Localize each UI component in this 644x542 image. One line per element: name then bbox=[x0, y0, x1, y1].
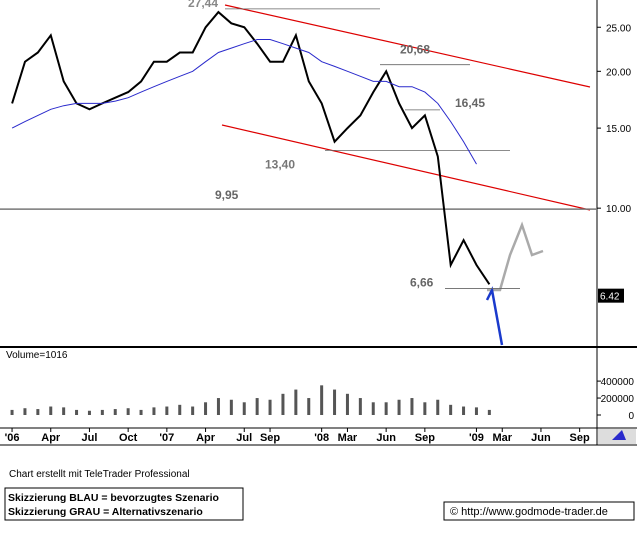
volume-bar bbox=[178, 404, 182, 415]
volume-bar bbox=[204, 402, 208, 415]
volume-bar bbox=[345, 393, 349, 415]
x-tick-label: '06 bbox=[5, 432, 20, 444]
series-line bbox=[11, 10, 491, 285]
volume-bar bbox=[294, 389, 298, 415]
volume-bar bbox=[23, 408, 27, 415]
volume-bar bbox=[165, 406, 169, 415]
trend-line bbox=[221, 124, 591, 211]
volume-bar bbox=[100, 409, 104, 415]
x-tick-label: Mar bbox=[338, 432, 358, 444]
volume-bar bbox=[87, 410, 91, 415]
level-label: 13,40 bbox=[265, 157, 295, 171]
volume-bar bbox=[152, 407, 156, 415]
x-tick-label: Mar bbox=[492, 432, 512, 444]
volume-bar bbox=[307, 398, 311, 415]
volume-bar bbox=[358, 398, 362, 415]
volume-bar bbox=[191, 406, 195, 415]
x-tick-label: Sep bbox=[570, 432, 590, 444]
last-price-label: 6.42 bbox=[600, 292, 620, 303]
volume-bar bbox=[49, 406, 53, 415]
y-tick-label: 20.00 bbox=[606, 67, 631, 78]
x-tick-label: Jul bbox=[236, 432, 252, 444]
volume-bar bbox=[487, 409, 491, 415]
alt-scenario bbox=[487, 221, 544, 292]
level-label: 9,95 bbox=[215, 188, 239, 202]
x-tick-label: Apr bbox=[196, 432, 216, 444]
source: © http://www.godmode-trader.de bbox=[450, 506, 608, 518]
volume-bar bbox=[229, 399, 233, 415]
source-box bbox=[443, 501, 635, 521]
level-label: 27,44 bbox=[188, 0, 218, 10]
volume-bar bbox=[449, 404, 453, 415]
legend-box bbox=[4, 487, 244, 521]
x-tick-label: Sep bbox=[260, 432, 280, 444]
level-label: 6,66 bbox=[410, 275, 434, 289]
volume-bar bbox=[36, 409, 40, 415]
x-tick-label: '07 bbox=[159, 432, 174, 444]
x-tick-label: Sep bbox=[415, 432, 435, 444]
level-label: 16,45 bbox=[455, 96, 485, 110]
volume-bar bbox=[255, 398, 259, 415]
volume-bar bbox=[62, 407, 66, 415]
series-line bbox=[11, 39, 477, 165]
legend-blue: Skizzierung BLAU = bevorzugtes Szenario bbox=[8, 492, 219, 504]
volume-bar bbox=[423, 402, 427, 415]
volume-bar bbox=[397, 399, 401, 415]
data-layer: 25.00 20.00 15.00 10.00 27,44 20,68 16,45 13,40… bbox=[0, 0, 634, 444]
volume-bar bbox=[113, 409, 117, 415]
volume-bar bbox=[216, 398, 220, 415]
volume-tick-label: 200000 bbox=[601, 394, 635, 405]
volume-bar bbox=[474, 407, 478, 415]
credit: Chart erstellt mit TeleTrader Profession… bbox=[9, 469, 190, 480]
last-price-box bbox=[598, 288, 624, 303]
volume-bar bbox=[242, 402, 246, 415]
volume-tick-label: 0 bbox=[628, 411, 634, 422]
volume-bar bbox=[410, 398, 414, 415]
x-tick-label: Jun bbox=[531, 432, 551, 444]
corner-icon bbox=[612, 430, 626, 440]
y-tick-label: 25.00 bbox=[606, 23, 631, 34]
volume-bar bbox=[462, 406, 466, 415]
x-tick-label: Apr bbox=[41, 432, 61, 444]
volume-bar bbox=[281, 393, 285, 415]
volume-bar bbox=[268, 399, 272, 415]
x-tick-label: '09 bbox=[469, 432, 484, 444]
volume-bar bbox=[75, 409, 79, 415]
x-tick-label: Jul bbox=[81, 432, 97, 444]
volume-label: Volume=1016 bbox=[6, 350, 68, 361]
preferred-scenario bbox=[485, 286, 504, 346]
volume-bar bbox=[333, 389, 337, 415]
y-tick-label: 10.00 bbox=[606, 204, 631, 215]
volume-bar bbox=[371, 402, 375, 415]
volume-bar bbox=[320, 385, 324, 415]
price-panel bbox=[0, 0, 597, 347]
volume-bar bbox=[436, 399, 440, 415]
legend-grey: Skizzierung GRAU = Alternativszenario bbox=[8, 506, 203, 518]
y-tick-label: 15.00 bbox=[606, 124, 631, 135]
level-label: 20,68 bbox=[400, 43, 430, 57]
volume-tick-label: 400000 bbox=[601, 377, 635, 388]
trend-line bbox=[224, 4, 591, 88]
x-tick-label: Oct bbox=[119, 432, 138, 444]
volume-bar bbox=[10, 409, 14, 415]
x-tick-label: Jun bbox=[376, 432, 396, 444]
x-tick-label: '08 bbox=[314, 432, 329, 444]
volume-bar bbox=[384, 402, 388, 415]
volume-bar bbox=[139, 409, 143, 415]
volume-bar bbox=[126, 408, 130, 415]
